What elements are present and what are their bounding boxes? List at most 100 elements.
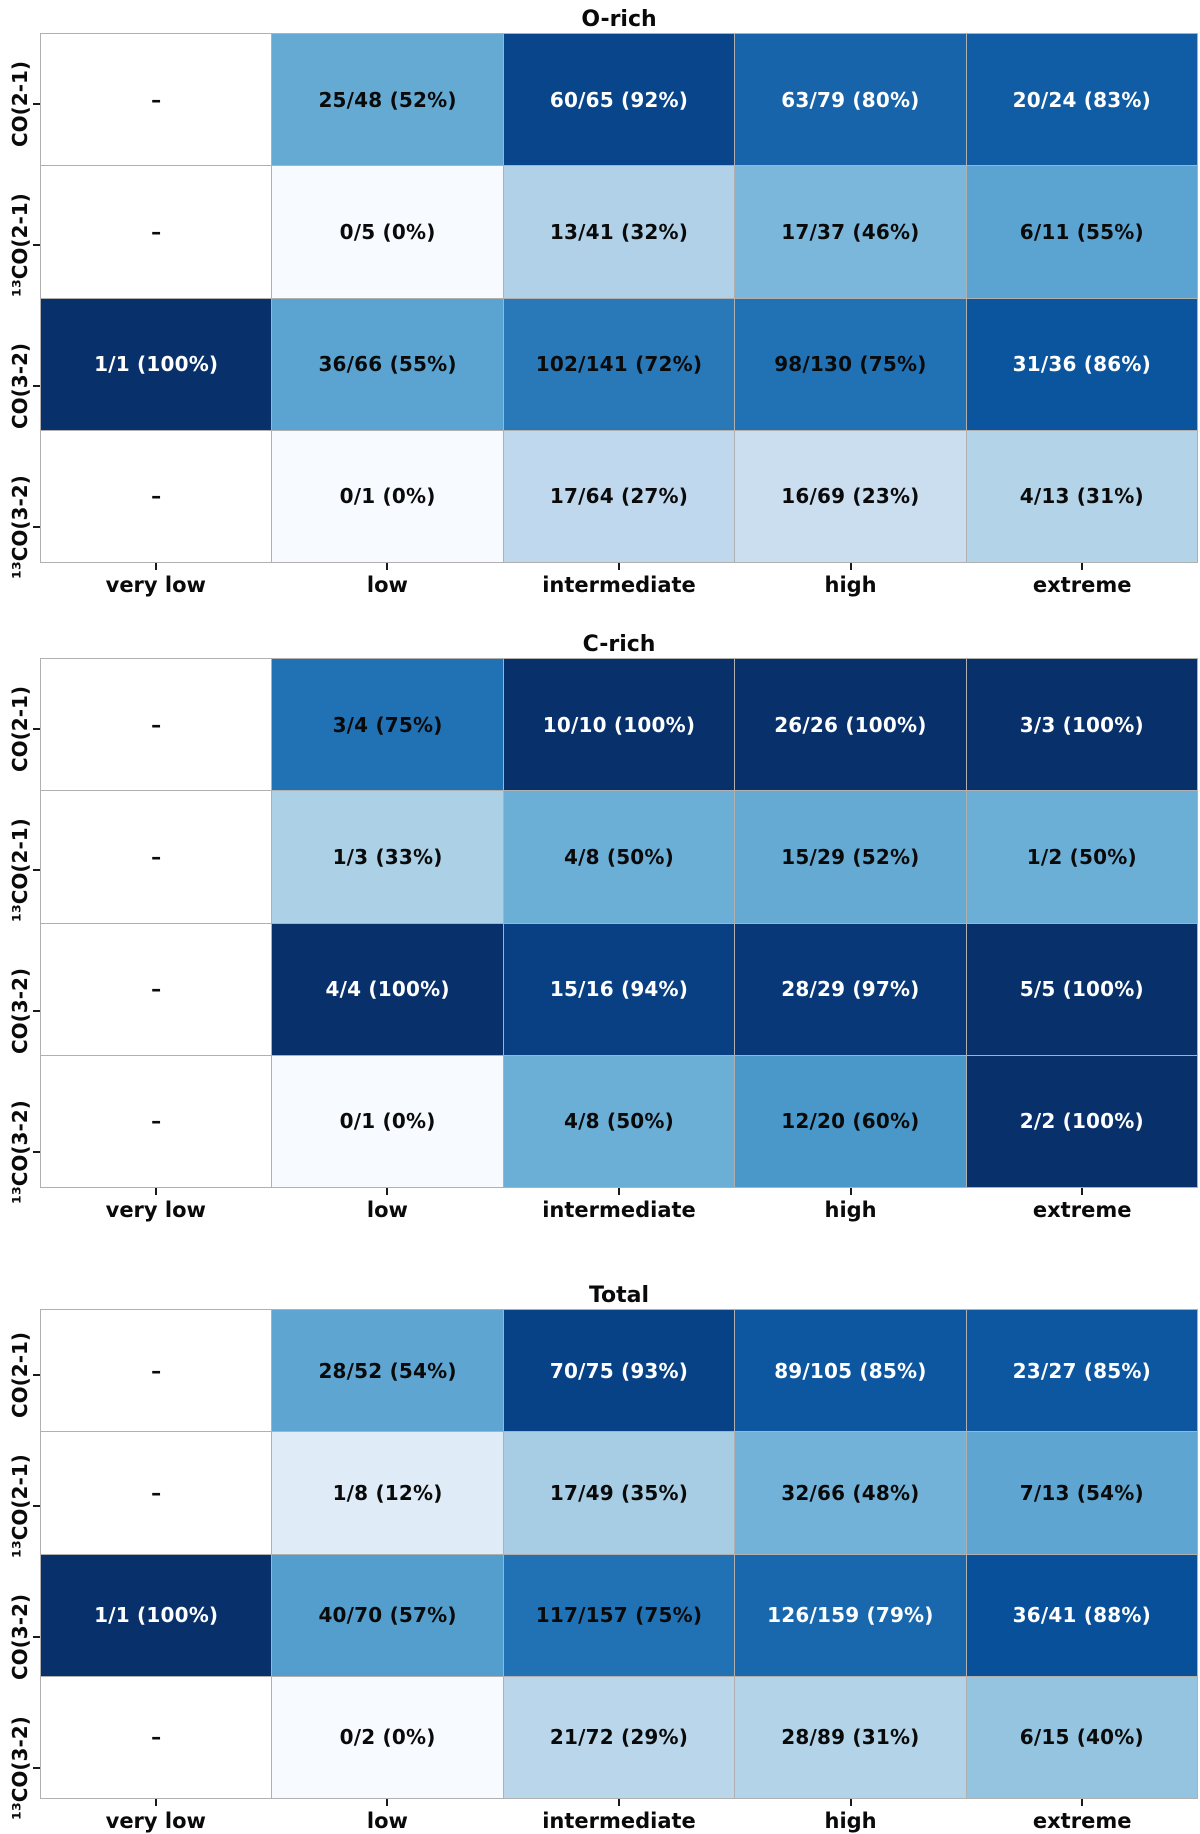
x-tick-label: low	[366, 573, 408, 597]
x-tick-label: low	[366, 1198, 408, 1222]
heatmap-cell: –	[41, 1055, 272, 1187]
tick-mark	[617, 563, 620, 570]
y-tick-label: CO(3-2)	[8, 342, 32, 429]
x-axis-tick	[503, 563, 735, 570]
heatmap-cell: 36/41 (88%)	[966, 1554, 1197, 1676]
y-axis-row: ¹³CO(3-2)	[0, 1081, 40, 1222]
heatmap-cell: 32/66 (48%)	[735, 1432, 966, 1554]
tick-mark	[1081, 1799, 1084, 1806]
heatmap-cell: 15/29 (52%)	[735, 791, 966, 923]
heatmap-cell: 20/24 (83%)	[966, 34, 1197, 166]
y-tick-label: CO(3-2)	[8, 1593, 32, 1680]
x-tick-label: high	[824, 1809, 877, 1833]
tick-mark	[386, 1799, 389, 1806]
tick-mark	[1081, 1188, 1084, 1195]
panel-title: Total	[588, 1283, 650, 1308]
x-tick-label: intermediate	[542, 1198, 696, 1222]
tick-mark	[617, 1799, 620, 1806]
heatmap-grid: –28/52 (54%) 70/75 (93%) 89/105 (85%) 23/27…	[40, 1309, 1198, 1799]
x-axis-tick	[503, 1188, 735, 1195]
heatmap-cell: 0/1 (0%)	[272, 1055, 503, 1187]
heatmap-cell: –	[41, 166, 272, 298]
heatmap-cell: 26/26 (100%)	[735, 659, 966, 791]
heatmap-grid: –25/48 (52%) 60/65 (92%) 63/79 (80%) 20/24 …	[40, 33, 1198, 563]
x-tick-label: extreme	[1032, 573, 1132, 597]
heatmap-cell: –	[41, 923, 272, 1055]
y-axis-row: CO(3-2)	[0, 940, 40, 1081]
heatmap-cell: –	[41, 791, 272, 923]
heatmap-cell: 89/105 (85%)	[735, 1310, 966, 1432]
x-tick-label: extreme	[1032, 1809, 1132, 1833]
heatmap-cell: 10/10 (100%)	[503, 659, 735, 791]
heatmap-cell: 36/66 (55%)	[272, 298, 503, 430]
x-axis-ticks	[40, 1188, 1198, 1195]
heatmap-cell: 12/20 (60%)	[735, 1055, 966, 1187]
y-tick-label: ¹³CO(3-2)	[8, 474, 32, 579]
heatmap-cell: 17/64 (27%)	[503, 430, 735, 562]
y-tick-label: ¹³CO(3-2)	[8, 1099, 32, 1204]
heatmap-cell: 1/3 (33%)	[272, 791, 503, 923]
y-tick-label: CO(2-1)	[8, 60, 32, 147]
heatmap-cell: 70/75 (93%)	[503, 1310, 735, 1432]
x-axis-tick	[272, 1188, 504, 1195]
plot-area: CO(2-1) ¹³CO(2-1) CO(3-2) ¹³CO(3-2) –25/48 …	[8, 33, 1198, 597]
y-tick-label: ¹³CO(2-1)	[8, 817, 32, 922]
tick-mark	[154, 1799, 157, 1806]
y-tick-label: CO(2-1)	[8, 1331, 32, 1418]
heatmap-cell: 31/36 (86%)	[966, 298, 1197, 430]
x-axis-tick	[735, 1188, 967, 1195]
heatmap-cell: 2/2 (100%)	[966, 1055, 1197, 1187]
x-axis-labels: very low low intermediate high extreme	[40, 1809, 1198, 1833]
tick-mark	[386, 563, 389, 570]
y-tick-label: ¹³CO(2-1)	[8, 1453, 32, 1558]
heatmap-cell: 15/16 (94%)	[503, 923, 735, 1055]
heatmap-cell: –	[41, 1676, 272, 1798]
heatmap-cell: –	[41, 659, 272, 791]
tick-mark	[849, 563, 852, 570]
tick-mark	[154, 1188, 157, 1195]
heatmap-cell: 0/1 (0%)	[272, 430, 503, 562]
x-tick-label: intermediate	[542, 573, 696, 597]
x-tick-label: very low	[105, 1809, 206, 1833]
heatmap-panel-total: Total CO(2-1) ¹³CO(2-1) CO(3-2) ¹³CO(3-2) –…	[0, 1276, 1200, 1833]
heatmap-cell: 25/48 (52%)	[272, 34, 503, 166]
heatmap-cell: 28/29 (97%)	[735, 923, 966, 1055]
heatmap-cell: 3/3 (100%)	[966, 659, 1197, 791]
heatmap-cell: –	[41, 1310, 272, 1432]
x-tick-label: high	[824, 1198, 877, 1222]
y-axis-row: ¹³CO(2-1)	[0, 799, 40, 940]
heatmap-cell: 1/1 (100%)	[41, 1554, 272, 1676]
heatmap-grid: –3/4 (75%) 10/10 (100%) 26/26 (100%) 3/3 (1…	[40, 658, 1198, 1188]
y-tick-label: CO(2-1)	[8, 685, 32, 772]
x-axis-tick	[966, 563, 1198, 570]
heatmap-cell: 17/49 (35%)	[503, 1432, 735, 1554]
tick-mark	[617, 1188, 620, 1195]
x-axis-labels: very low low intermediate high extreme	[40, 1198, 1198, 1222]
heatmap-cell: 28/89 (31%)	[735, 1676, 966, 1798]
heatmap-cell: 21/72 (29%)	[503, 1676, 735, 1798]
heatmap-cell: 16/69 (23%)	[735, 430, 966, 562]
heatmap-cell: 23/27 (85%)	[966, 1310, 1197, 1432]
y-tick-label: ¹³CO(3-2)	[8, 1715, 32, 1820]
y-axis-row: ¹³CO(2-1)	[0, 174, 40, 315]
tick-mark	[849, 1799, 852, 1806]
heatmap-cell: 60/65 (92%)	[503, 34, 735, 166]
y-axis: CO(2-1) ¹³CO(2-1) CO(3-2) ¹³CO(3-2)	[0, 33, 40, 597]
heatmap-cell: 6/11 (55%)	[966, 166, 1197, 298]
heatmap-cell: 40/70 (57%)	[272, 1554, 503, 1676]
heatmap-cell: 4/13 (31%)	[966, 430, 1197, 562]
x-axis-tick	[40, 1799, 272, 1806]
heatmap-cell: 0/2 (0%)	[272, 1676, 503, 1798]
heatmap-cell: 1/8 (12%)	[272, 1432, 503, 1554]
x-tick-label: extreme	[1032, 1198, 1132, 1222]
heatmap-cell: –	[41, 430, 272, 562]
heatmap-cell: 1/1 (100%)	[41, 298, 272, 430]
x-tick-label: very low	[105, 1198, 206, 1222]
heatmap-cell: 3/4 (75%)	[272, 659, 503, 791]
x-tick-label: intermediate	[542, 1809, 696, 1833]
y-axis-row: CO(3-2)	[0, 1571, 40, 1702]
heatmap-cell: 13/41 (32%)	[503, 166, 735, 298]
y-axis-row: CO(2-1)	[0, 658, 40, 799]
heatmap-cell: 4/8 (50%)	[503, 1055, 735, 1187]
